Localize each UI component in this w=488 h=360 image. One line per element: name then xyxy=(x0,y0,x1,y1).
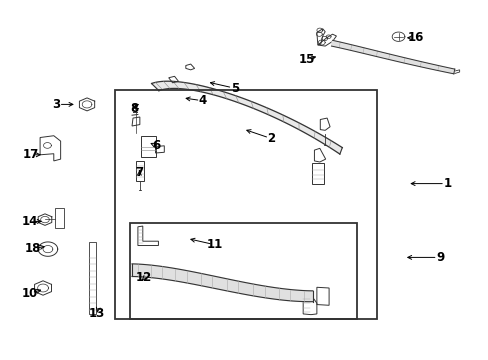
Text: 17: 17 xyxy=(22,148,39,161)
Bar xyxy=(136,161,143,181)
Text: 15: 15 xyxy=(298,53,315,66)
Text: 16: 16 xyxy=(407,31,423,44)
Text: 11: 11 xyxy=(206,238,223,251)
Text: 10: 10 xyxy=(21,287,38,300)
Text: 18: 18 xyxy=(25,242,41,255)
Text: 6: 6 xyxy=(152,139,160,152)
Text: 7: 7 xyxy=(135,166,143,179)
Bar xyxy=(115,90,376,319)
Polygon shape xyxy=(132,264,312,302)
Polygon shape xyxy=(331,40,454,74)
Text: 2: 2 xyxy=(267,132,275,145)
Text: 8: 8 xyxy=(130,102,138,114)
Text: 3: 3 xyxy=(52,98,60,111)
Text: 12: 12 xyxy=(136,271,152,284)
Polygon shape xyxy=(151,81,342,154)
Bar xyxy=(129,223,356,319)
Bar xyxy=(89,242,96,314)
Text: 1: 1 xyxy=(443,177,450,190)
Bar xyxy=(141,136,155,157)
Text: 13: 13 xyxy=(88,307,105,320)
Text: 9: 9 xyxy=(435,251,443,264)
Text: 5: 5 xyxy=(230,82,238,95)
Text: 14: 14 xyxy=(22,215,39,228)
Bar xyxy=(55,208,63,228)
Bar xyxy=(311,163,324,184)
Text: 4: 4 xyxy=(199,94,206,107)
